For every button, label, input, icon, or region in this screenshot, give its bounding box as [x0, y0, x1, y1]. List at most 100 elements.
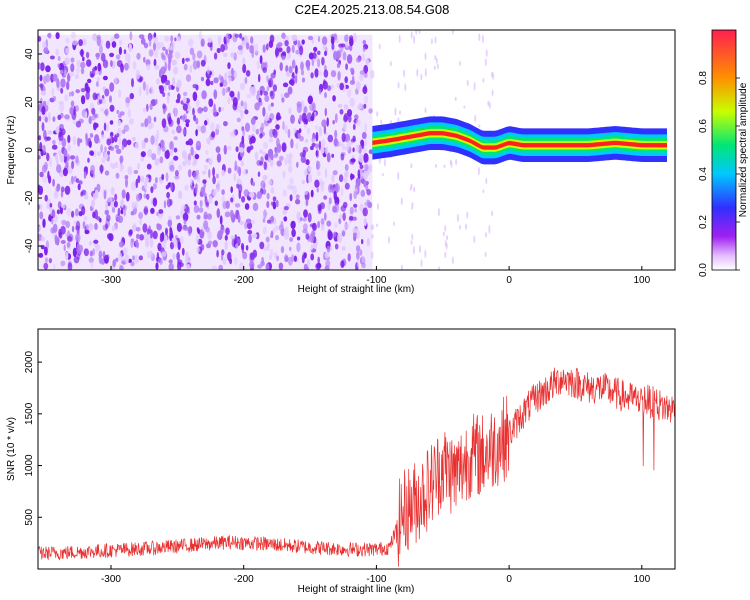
noise-speck [171, 237, 175, 243]
noise-speck [104, 209, 110, 216]
noise-speck [234, 257, 238, 266]
noise-speck [205, 149, 209, 156]
noise-speck [177, 93, 181, 101]
noise-speck [48, 32, 52, 39]
noise-speck [311, 112, 315, 121]
noise-speck [149, 87, 152, 94]
noise-speck [360, 139, 364, 147]
noise-speck [202, 170, 207, 175]
noise-speck [482, 189, 485, 194]
noise-speck [75, 220, 81, 231]
noise-speck [38, 135, 41, 141]
noise-speck [179, 235, 184, 245]
noise-speck [334, 222, 338, 228]
noise-speck [319, 202, 325, 210]
noise-speck [272, 84, 278, 92]
noise-speck [316, 170, 321, 177]
noise-speck [364, 122, 367, 133]
noise-speck [343, 113, 349, 122]
noise-speck [290, 138, 294, 149]
noise-speck [291, 44, 295, 54]
noise-speck [252, 181, 255, 187]
noise-speck [318, 89, 322, 95]
noise-speck [284, 226, 289, 236]
noise-speck [200, 125, 206, 134]
noise-speck [307, 35, 314, 41]
noise-speck [266, 43, 269, 51]
noise-speck [50, 227, 55, 234]
noise-speck [362, 86, 368, 95]
noise-speck [63, 148, 68, 157]
colorbar-frame [711, 29, 737, 271]
noise-speck [454, 96, 457, 101]
noise-speck [289, 246, 292, 251]
noise-speck [46, 152, 50, 162]
noise-speck [237, 45, 243, 51]
noise-speck [135, 227, 141, 232]
noise-speck [218, 106, 221, 113]
noise-speck [60, 204, 66, 209]
noise-speck [456, 213, 459, 223]
noise-speck [362, 170, 368, 180]
noise-speck [173, 147, 178, 153]
noise-speck [234, 160, 238, 170]
noise-speck [303, 223, 308, 231]
noise-speck [43, 75, 47, 85]
noise-speck [368, 164, 372, 172]
noise-speck [173, 136, 178, 141]
noise-speck [229, 90, 235, 98]
noise-speck [304, 190, 308, 195]
noise-speck [200, 38, 205, 47]
noise-speck [221, 189, 225, 196]
noise-speck [249, 86, 254, 94]
noise-speck [200, 243, 205, 251]
noise-speck [278, 47, 283, 53]
noise-speck [388, 236, 390, 244]
noise-speck [187, 138, 194, 146]
noise-speck [485, 177, 488, 185]
noise-speck [339, 109, 344, 115]
noise-speck [202, 179, 207, 184]
noise-speck [261, 256, 264, 263]
noise-speck [150, 207, 155, 214]
noise-speck [229, 258, 233, 265]
noise-speck [302, 228, 308, 234]
noise-speck [237, 49, 243, 56]
noise-speck [356, 251, 360, 261]
noise-speck [306, 66, 310, 71]
noise-speck [368, 108, 373, 114]
noise-speck [70, 91, 75, 97]
noise-speck [485, 232, 487, 238]
noise-speck [262, 44, 266, 53]
noise-speck [173, 238, 178, 248]
noise-speck [411, 202, 414, 209]
noise-speck [303, 263, 308, 270]
noise-speck [187, 153, 192, 162]
noise-speck [311, 142, 316, 147]
noise-speck [185, 57, 190, 62]
noise-speck [280, 246, 285, 254]
noise-speck [225, 87, 229, 93]
noise-speck [296, 236, 301, 241]
noise-speck [353, 32, 357, 40]
noise-speck [179, 262, 184, 268]
noise-speck [247, 229, 253, 235]
noise-speck [176, 222, 182, 232]
noise-speck [130, 261, 135, 267]
noise-speck [336, 82, 341, 88]
noise-speck [206, 66, 210, 75]
noise-speck [236, 238, 241, 245]
noise-speck [110, 60, 113, 67]
noise-speck [308, 165, 312, 172]
noise-speck [310, 72, 314, 79]
noise-speck [145, 84, 149, 90]
noise-speck [46, 136, 51, 141]
noise-speck [176, 251, 180, 261]
y-tick-label: 20 [24, 96, 35, 108]
noise-speck [144, 118, 149, 128]
noise-speck [363, 217, 367, 227]
noise-speck [181, 247, 185, 256]
noise-speck [161, 54, 166, 61]
noise-speck [362, 39, 367, 45]
noise-speck [215, 187, 221, 193]
